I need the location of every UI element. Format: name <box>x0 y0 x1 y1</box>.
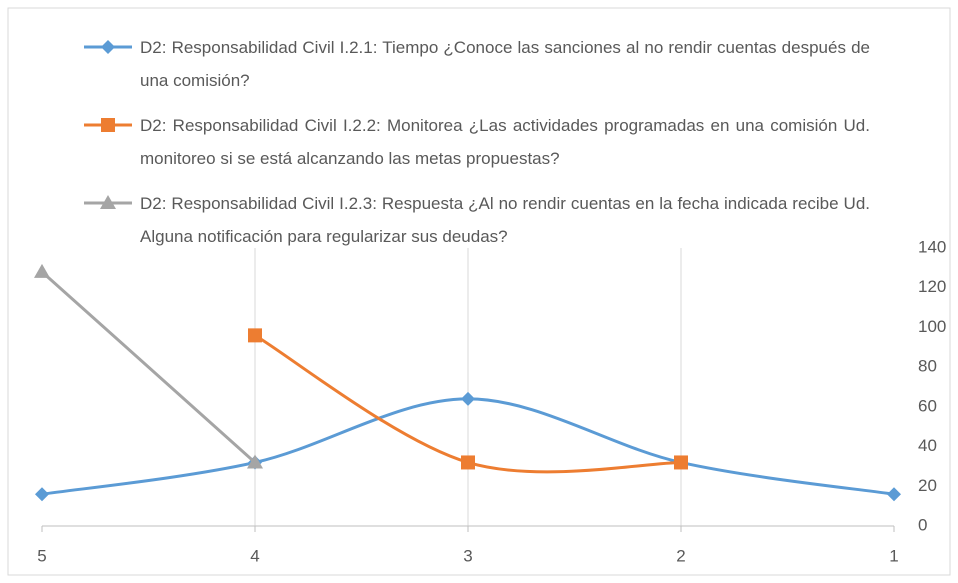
y-tick-label: 40 <box>918 436 937 455</box>
y-tick-label: 60 <box>918 396 937 415</box>
series-line <box>40 270 257 464</box>
legend-marker <box>101 118 115 132</box>
data-point <box>248 328 262 343</box>
data-point <box>461 391 475 406</box>
x-tick-label: 2 <box>676 546 685 565</box>
x-tick-label: 1 <box>889 546 898 565</box>
legend-marker <box>100 195 116 209</box>
x-tick-label: 4 <box>250 546 259 565</box>
y-tick-label: 140 <box>918 237 946 256</box>
legend-marker <box>101 40 115 54</box>
legend-entry: D2: Responsabilidad Civil I.2.2: Monitor… <box>140 116 870 168</box>
y-tick-label: 100 <box>918 317 946 336</box>
y-tick-label: 20 <box>918 476 937 495</box>
y-tick-label: 0 <box>918 515 927 534</box>
data-point <box>34 263 50 278</box>
y-tick-label: 80 <box>918 357 937 376</box>
y-tick-label: 120 <box>918 277 946 296</box>
legend-entry: D2: Responsabilidad Civil I.2.1: Tiempo … <box>140 38 870 90</box>
data-point <box>247 454 263 469</box>
data-point <box>887 487 901 502</box>
data-point <box>674 455 688 470</box>
x-tick-label: 5 <box>37 546 46 565</box>
legend-entry: D2: Responsabilidad Civil I.2.3: Respues… <box>140 194 870 246</box>
data-point <box>35 487 49 502</box>
x-tick-label: 3 <box>463 546 472 565</box>
data-point <box>461 455 475 470</box>
